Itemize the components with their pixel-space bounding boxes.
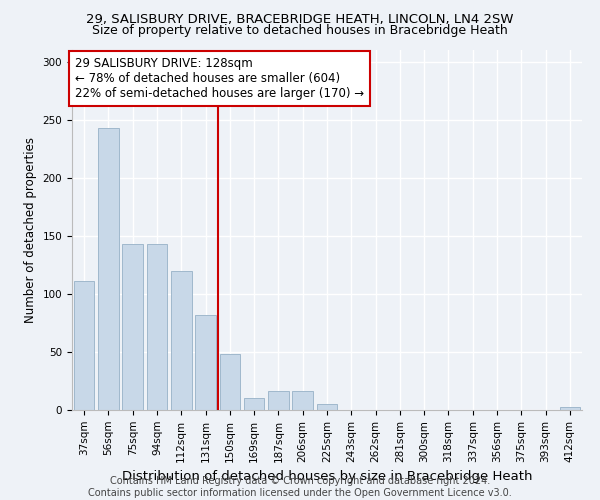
Bar [146, 244, 167, 410]
Bar [244, 398, 265, 410]
X-axis label: Distribution of detached houses by size in Bracebridge Heath: Distribution of detached houses by size … [122, 470, 532, 483]
Bar [171, 270, 191, 410]
Bar [220, 354, 240, 410]
Bar [98, 128, 119, 410]
Bar [122, 244, 143, 410]
Text: Size of property relative to detached houses in Bracebridge Heath: Size of property relative to detached ho… [92, 24, 508, 37]
Text: 29 SALISBURY DRIVE: 128sqm
← 78% of detached houses are smaller (604)
22% of sem: 29 SALISBURY DRIVE: 128sqm ← 78% of deta… [74, 57, 364, 100]
Bar [292, 392, 313, 410]
Text: Contains HM Land Registry data © Crown copyright and database right 2024.
Contai: Contains HM Land Registry data © Crown c… [88, 476, 512, 498]
Y-axis label: Number of detached properties: Number of detached properties [24, 137, 37, 323]
Bar [560, 406, 580, 410]
Bar [74, 281, 94, 410]
Bar [195, 315, 216, 410]
Text: 29, SALISBURY DRIVE, BRACEBRIDGE HEATH, LINCOLN, LN4 2SW: 29, SALISBURY DRIVE, BRACEBRIDGE HEATH, … [86, 12, 514, 26]
Bar [268, 392, 289, 410]
Bar [317, 404, 337, 410]
